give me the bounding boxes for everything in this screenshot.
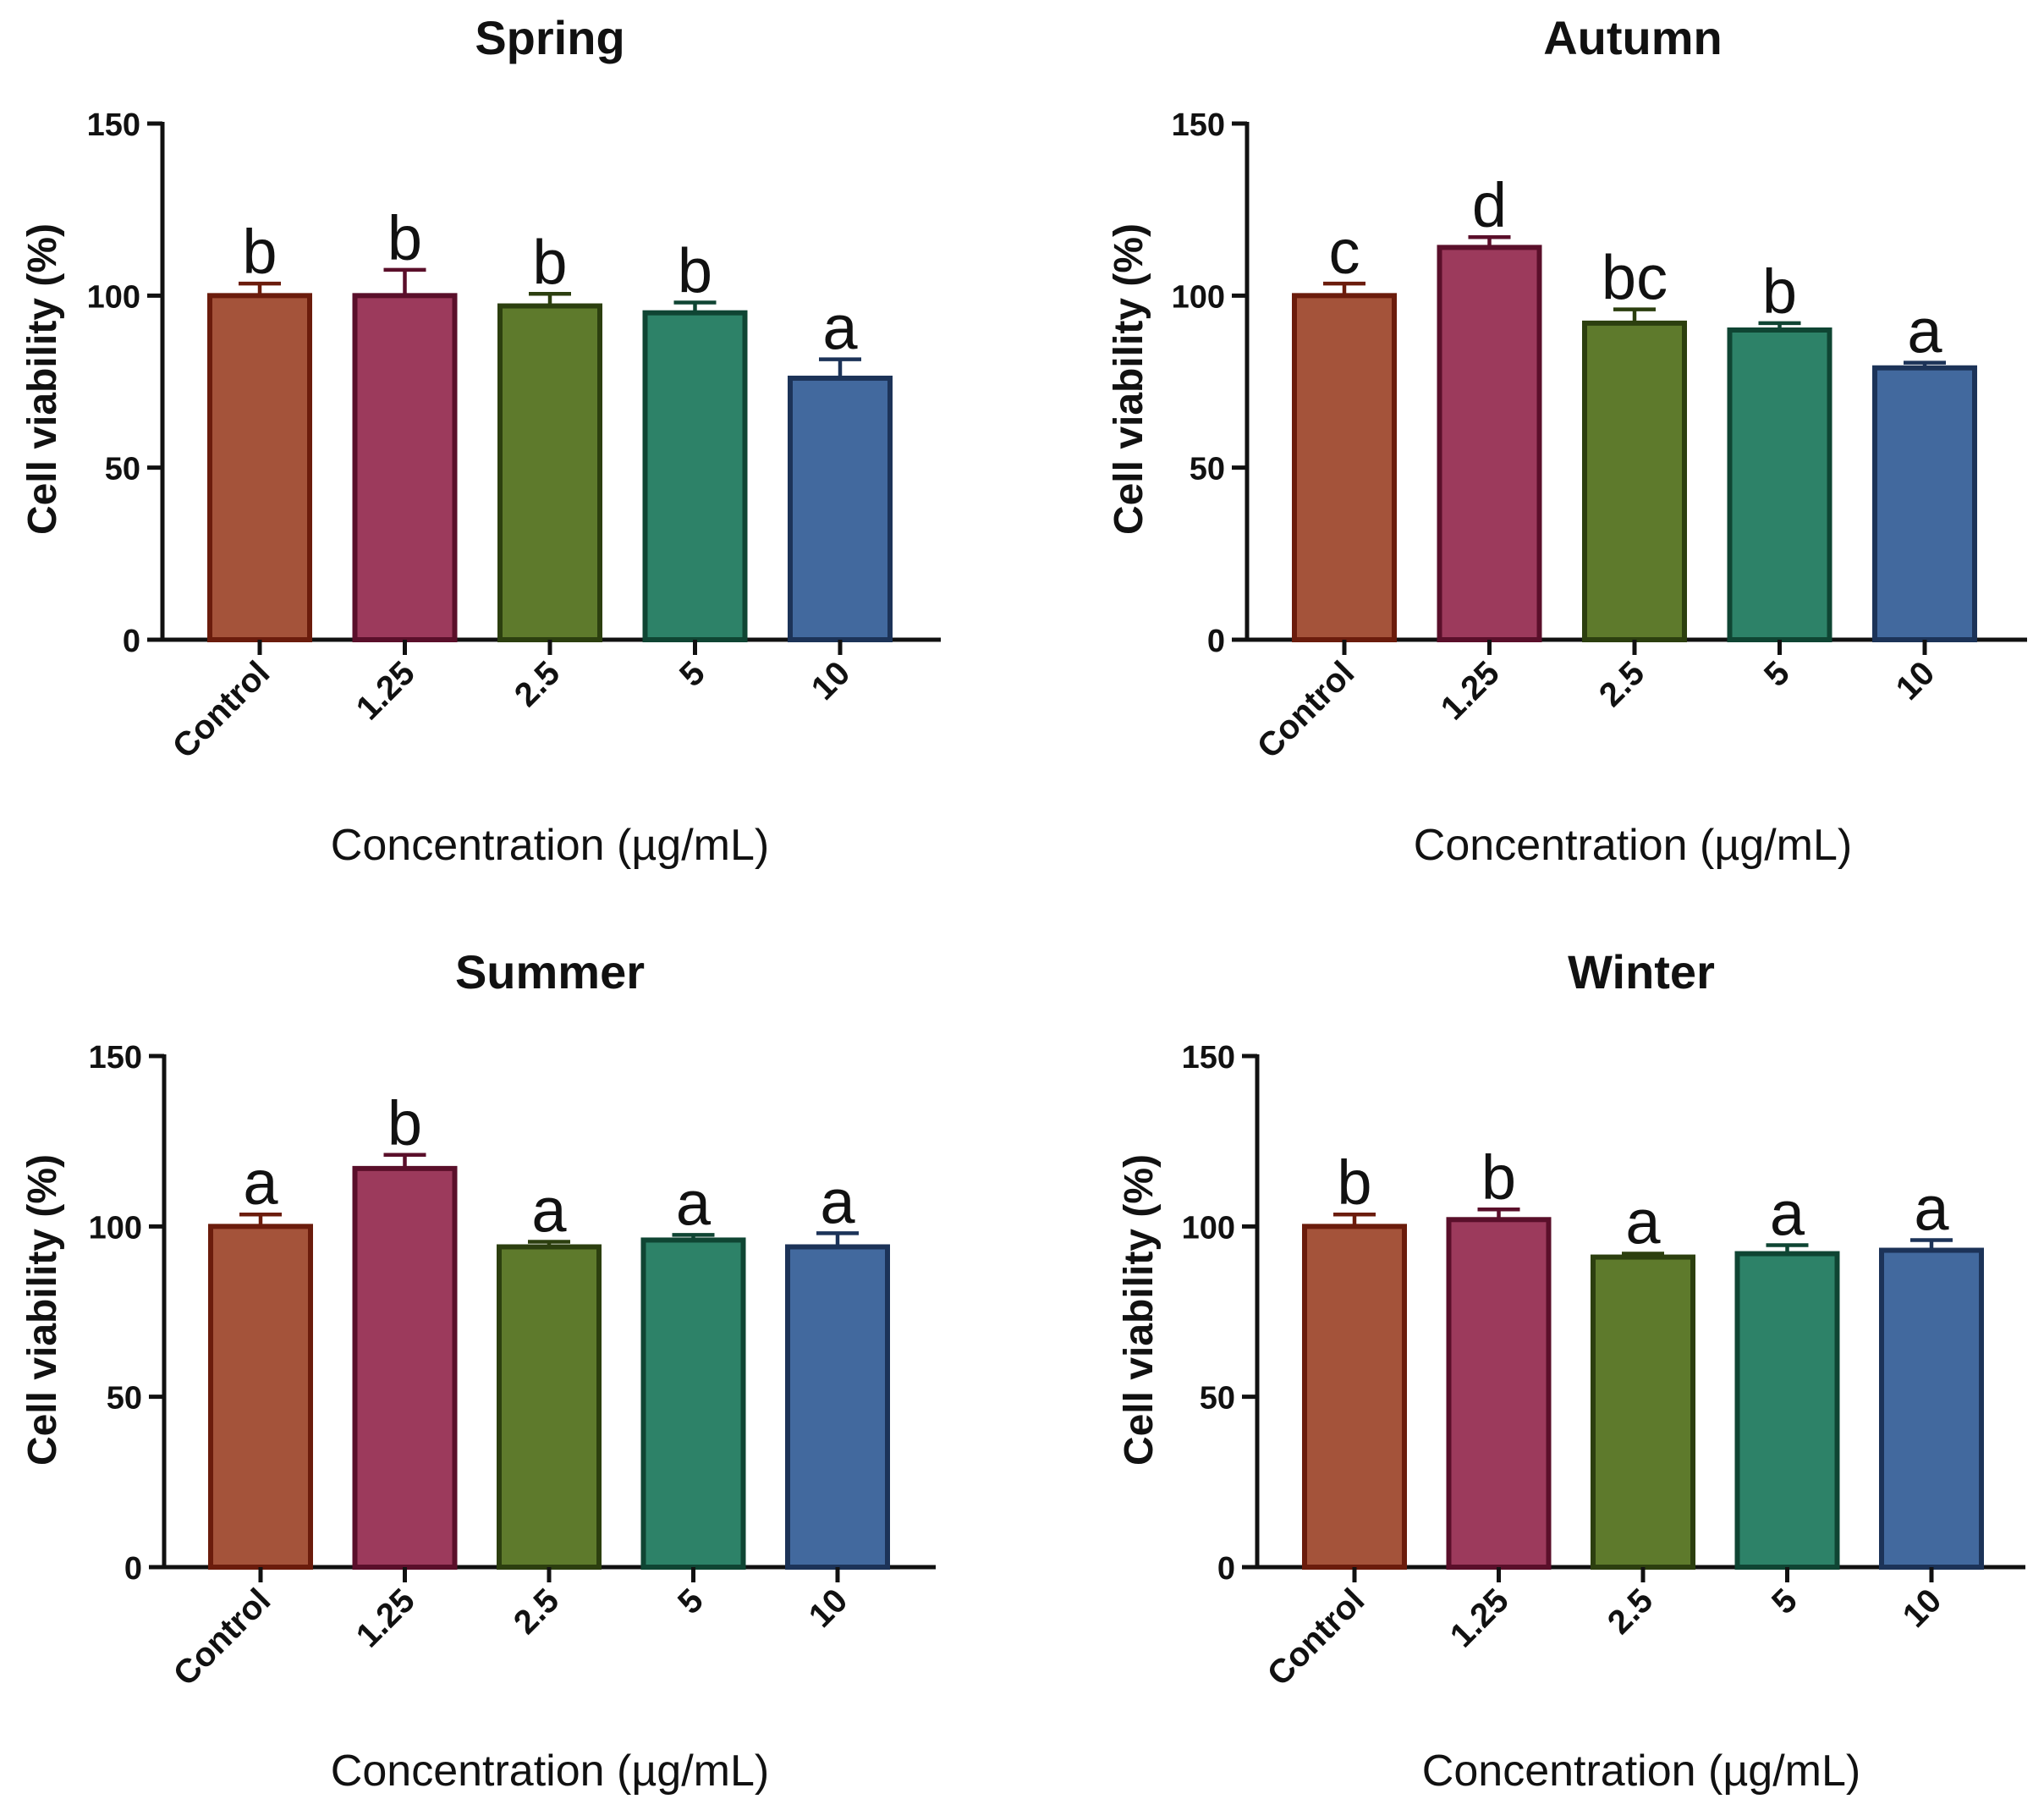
significance-letter: b [387,203,422,273]
bar [642,310,748,642]
bar [352,1165,458,1570]
x-tick-label: 5 [673,654,712,694]
significance-letter: b [1481,1142,1516,1213]
significance-letter: bc [1602,243,1668,313]
x-tick-label: 2.5 [1592,654,1651,713]
significance-letter: d [1472,170,1507,240]
bar [352,293,458,642]
significance-letter: a [1907,296,1942,366]
panel-title: Spring [475,11,624,64]
bar [1582,320,1687,642]
panel-title: Autumn [1543,11,1723,64]
x-tick-label: 1.25 [1434,654,1507,727]
x-axis-label: Concentration (µg/mL) [331,821,769,870]
bar [1872,365,1977,642]
significance-letter: b [1337,1147,1371,1218]
bar [1734,1251,1840,1570]
y-tick-label: 150 [89,1040,142,1076]
y-tick-label: 150 [87,107,140,143]
x-tick-label: 2.5 [1601,1582,1660,1641]
significance-letter: a [820,1166,855,1236]
significance-letter: b [387,1088,422,1158]
significance-letter: a [1625,1187,1661,1257]
bar [640,1237,746,1570]
significance-letter: a [531,1175,567,1245]
y-axis-label: Cell viability (%) [20,223,65,535]
bar [788,375,893,642]
panel-autumn: Autumn Cell viability (%) Concentration … [1107,11,2027,870]
plot-area: 0 50 100 150 Control b 1.25 b 2.5 a 5 a 10 a [1182,1040,2025,1693]
bar [1437,245,1542,642]
x-tick-label: Control [166,654,277,766]
significance-letter: b [678,235,712,305]
plot-area: 0 50 100 150 Control c 1.25 d 2.5 bc 5 b 10 a [1172,107,2027,766]
x-tick-label: 5 [1757,654,1797,694]
panel-title: Summer [455,945,645,999]
x-tick-label: 10 [1889,654,1942,707]
bar [1446,1217,1552,1571]
plot-area: 0 50 100 150 Control b 1.25 b 2.5 b 5 b 10 a [87,107,941,766]
significance-letter: b [242,217,277,287]
x-tick-label: 1.25 [349,1582,422,1654]
y-tick-label: 50 [105,452,140,487]
panel-title: Winter [1568,945,1715,999]
significance-letter: a [822,293,858,363]
significance-letter: a [1914,1173,1949,1243]
significance-letter: c [1329,217,1360,287]
y-tick-label: 100 [1172,279,1225,315]
panel-winter: Winter Cell viability (%) Concentration … [1117,945,2025,1796]
plot-area: 0 50 100 150 Control a 1.25 b 2.5 a 5 a 10 a [89,1040,936,1693]
bar [785,1244,890,1570]
significance-letter: a [676,1168,712,1238]
x-tick-label: 1.25 [349,654,422,727]
x-axis-label: Concentration (µg/mL) [331,1747,769,1796]
x-tick-label: 2.5 [507,1582,566,1641]
x-tick-label: Control [167,1582,278,1693]
y-tick-label: 0 [124,1551,142,1587]
significance-letter: b [1762,256,1797,327]
y-axis-label: Cell viability (%) [1107,223,1151,535]
significance-letter: a [1770,1178,1805,1248]
x-tick-label: 5 [671,1582,711,1621]
x-tick-label: 10 [1896,1582,1949,1635]
x-tick-label: 2.5 [508,654,567,713]
y-tick-label: 150 [1182,1040,1235,1076]
x-tick-label: Control [1261,1582,1372,1693]
x-axis-label: Concentration (µg/mL) [1422,1747,1860,1796]
bar [1727,327,1832,642]
y-tick-label: 100 [89,1210,142,1246]
bar [1879,1247,1984,1571]
y-tick-label: 0 [1217,1551,1235,1587]
bar [207,293,312,642]
panel-summer: Summer Cell viability (%) Concentration … [20,945,936,1796]
y-tick-label: 100 [87,279,140,315]
bar [1591,1254,1695,1571]
y-tick-label: 100 [1182,1210,1235,1246]
y-axis-label: Cell viability (%) [20,1154,65,1466]
y-tick-label: 50 [107,1381,142,1417]
y-axis-label: Cell viability (%) [1117,1154,1162,1466]
y-tick-label: 50 [1190,452,1225,487]
bar [1292,293,1397,642]
x-tick-label: 1.25 [1443,1582,1516,1654]
y-tick-label: 50 [1200,1381,1235,1417]
bar [1302,1224,1407,1571]
x-tick-label: 5 [1765,1582,1805,1621]
x-tick-label: 10 [805,654,858,707]
y-tick-label: 0 [123,624,140,659]
bar [497,303,602,642]
significance-letter: a [243,1147,278,1218]
x-axis-label: Concentration (µg/mL) [1414,821,1852,870]
panel-spring: Spring Cell viability (%) Concentration … [20,11,941,870]
y-tick-label: 150 [1172,107,1225,143]
x-tick-label: 10 [802,1582,855,1635]
bar [497,1244,602,1570]
bar [208,1224,313,1571]
y-tick-label: 0 [1207,624,1225,659]
significance-letter: b [532,227,567,297]
x-tick-label: Control [1250,654,1362,766]
